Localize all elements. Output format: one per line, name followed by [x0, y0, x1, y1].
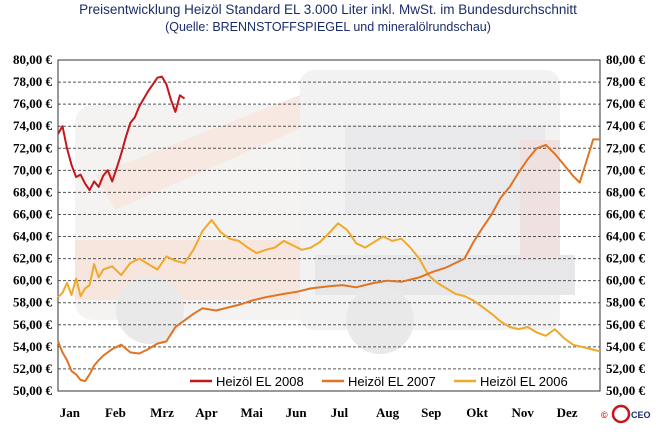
y-tick-label-right: 74,00 €: [606, 118, 646, 133]
series-lines: [57, 75, 601, 383]
x-tick-label: Mai: [240, 405, 263, 420]
x-tick-label: Nov: [511, 405, 534, 420]
y-tick-label-left: 62,00 €: [13, 251, 53, 266]
y-tick-label-right: 64,00 €: [606, 229, 646, 244]
truck-watermark-image: [75, 70, 575, 354]
x-tick-label: Mrz: [150, 405, 174, 420]
y-tick-label-left: 70,00 €: [13, 162, 53, 177]
y-tick-label-left: 58,00 €: [13, 295, 53, 310]
series-line: [57, 219, 601, 353]
x-tick-label: Feb: [105, 405, 126, 420]
x-tick-label: Aug: [376, 405, 400, 420]
y-tick-label-right: 76,00 €: [606, 96, 646, 111]
y-tick-label-left: 74,00 €: [13, 118, 53, 133]
x-tick-label: Sep: [421, 405, 441, 420]
y-tick-label-right: 72,00 €: [606, 140, 646, 155]
x-tick-label: Jun: [286, 405, 308, 420]
y-tick-label-left: 52,00 €: [13, 361, 53, 376]
x-axis-labels: Jan Feb Mrz Apr Mai Jun Jul Aug Sep Okt Nov Dez: [60, 405, 578, 420]
y-tick-label-left: 72,00 €: [13, 140, 53, 155]
y-tick-label-right: 54,00 €: [606, 339, 646, 354]
chart-subtitle: (Quelle: BRENNSTOFFSPIEGEL und mineralöl…: [165, 20, 491, 34]
y-tick-label-left: 80,00 €: [13, 52, 53, 67]
y-axis-labels-left: 50,00 € 52,00 € 54,00 € 56,00 € 58,00 € 60,00…: [13, 52, 53, 398]
y-tick-label-left: 76,00 €: [13, 96, 53, 111]
y-tick-label-right: 66,00 €: [606, 206, 646, 221]
copyright-logo: © CEO: [601, 404, 651, 424]
y-tick-label-right: 70,00 €: [606, 162, 646, 177]
y-tick-label-left: 64,00 €: [13, 229, 53, 244]
logo-ring-icon: [611, 404, 631, 424]
copyright-logo-text: CEO: [631, 410, 651, 420]
y-tick-label-right: 60,00 €: [606, 273, 646, 288]
y-tick-label-right: 56,00 €: [606, 317, 646, 332]
y-tick-label-left: 60,00 €: [13, 273, 53, 288]
plot-frame: [57, 59, 601, 392]
y-tick-label-right: 68,00 €: [606, 184, 646, 199]
copyright-symbol: ©: [601, 410, 608, 420]
legend: Heizöl EL 2008 Heizöl EL 2007 Heizöl EL 20…: [190, 374, 568, 389]
y-tick-label-right: 78,00 €: [606, 74, 646, 89]
y-tick-label-left: 54,00 €: [13, 339, 53, 354]
y-axis-labels-right: 50,00 € 52,00 € 54,00 € 56,00 € 58,00 € 60,00…: [606, 52, 646, 398]
x-tick-label: Dez: [557, 405, 578, 420]
chart-title: Preisentwicklung Heizöl Standard EL 3.00…: [79, 2, 577, 17]
x-tick-label: Okt: [466, 405, 488, 420]
x-tick-label: Apr: [195, 405, 218, 420]
series-line: [57, 138, 600, 383]
chart-axes: [57, 59, 601, 392]
y-tick-label-left: 68,00 €: [13, 184, 53, 199]
x-tick-label: Jan: [60, 405, 81, 420]
legend-label: Heizöl EL 2006: [480, 374, 568, 389]
x-tick-label: Jul: [331, 405, 349, 420]
y-tick-label-right: 50,00 €: [606, 383, 646, 398]
y-tick-label-right: 52,00 €: [606, 361, 646, 376]
y-tick-label-left: 78,00 €: [13, 74, 53, 89]
y-tick-label-left: 66,00 €: [13, 206, 53, 221]
y-tick-label-right: 62,00 €: [606, 251, 646, 266]
y-tick-label-left: 56,00 €: [13, 317, 53, 332]
legend-label: Heizöl EL 2008: [216, 374, 304, 389]
y-tick-label-right: 80,00 €: [606, 52, 646, 67]
legend-label: Heizöl EL 2007: [348, 374, 436, 389]
y-tick-label-right: 58,00 €: [606, 295, 646, 310]
y-tick-label-left: 50,00 €: [13, 383, 53, 398]
series-line: [57, 75, 186, 192]
